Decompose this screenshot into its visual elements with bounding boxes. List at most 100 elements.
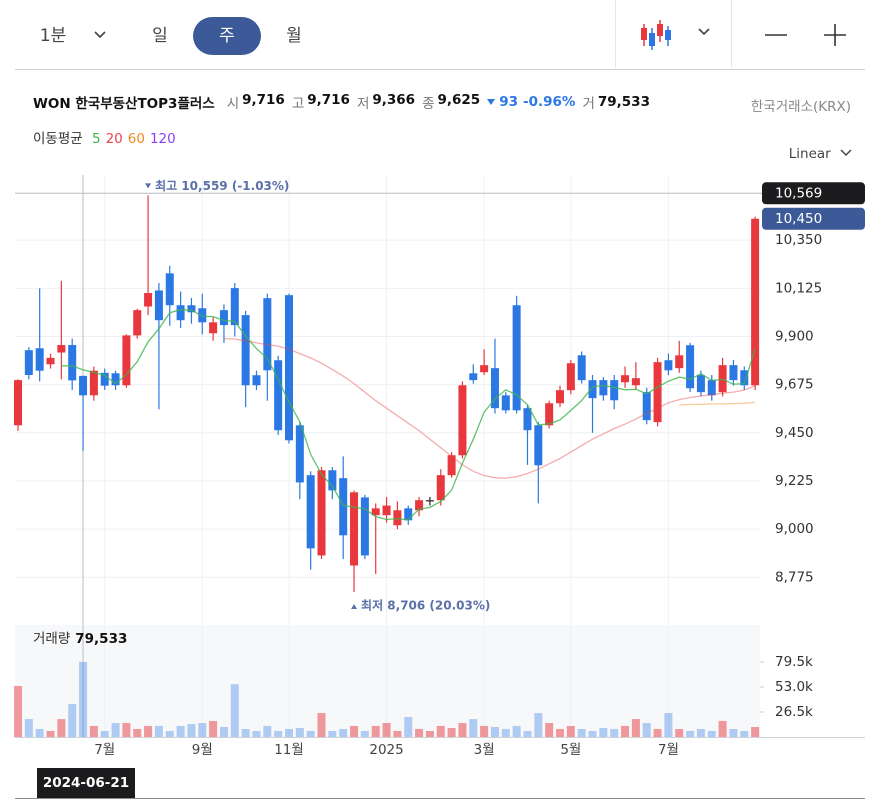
- moving-average-label: 이동평균: [33, 131, 83, 147]
- candle-body: [209, 322, 218, 334]
- quote-value: 9,366: [372, 92, 416, 108]
- zoom-in[interactable]: [824, 24, 846, 46]
- volume-bar: [686, 730, 695, 737]
- candle-body: [187, 305, 196, 313]
- candle-body: [588, 380, 597, 399]
- candle-body: [263, 298, 272, 371]
- volume: 79,533: [597, 94, 650, 110]
- volume-bar: [566, 725, 575, 737]
- legend-entry: 60: [127, 131, 145, 147]
- volume-label: 거: [582, 96, 595, 112]
- interval-button[interactable]: 1분: [39, 26, 67, 46]
- quote-label: 저: [356, 96, 370, 112]
- scale-mode[interactable]: Linear: [789, 146, 853, 162]
- volume-bar: [328, 730, 337, 737]
- x-tick-label: 5월: [560, 742, 581, 758]
- interval-button[interactable]: 월: [286, 26, 302, 46]
- candle-body: [241, 315, 250, 386]
- scale-mode-label: Linear: [788, 146, 831, 162]
- volume-bar: [696, 728, 705, 737]
- candle-body: [556, 390, 564, 404]
- interval-button[interactable]: 일: [152, 26, 168, 46]
- candle-body: [24, 350, 33, 375]
- y-tick-label: 8,775: [775, 569, 814, 585]
- candle-body: [621, 375, 630, 383]
- volume-bar: [415, 728, 424, 737]
- low-annotation: 최저 8,706 (20.03%): [361, 598, 490, 613]
- chart-type-dropdown[interactable]: [698, 28, 710, 36]
- candle-body: [350, 492, 359, 566]
- candle-body: [57, 345, 66, 353]
- interval-button[interactable]: 주: [193, 17, 261, 55]
- x-tick-label: 3월: [474, 742, 495, 758]
- volume-bar: [46, 730, 55, 737]
- quote-header: WON 한국부동산TOP3플러스 시 9,716 고 9,716 저 9,366 종 9,62…: [33, 92, 657, 112]
- candle-body: [100, 372, 109, 386]
- y-tick-label: 9,000: [775, 521, 814, 537]
- x-tick-label: 2025: [369, 742, 403, 758]
- volume-bar: [360, 730, 369, 737]
- volume-bar: [306, 730, 315, 737]
- volume-tick-label: 26.5k: [775, 704, 813, 720]
- volume-bar: [404, 716, 413, 737]
- candle-body: [610, 380, 619, 401]
- volume-bar: [664, 713, 673, 737]
- candle-body: [631, 378, 640, 386]
- volume-panel: [15, 625, 760, 737]
- volume-bar: [729, 728, 738, 737]
- volume-bar: [122, 723, 131, 737]
- volume-bar: [490, 726, 499, 737]
- candle-body: [144, 293, 153, 307]
- candle-body: [675, 355, 684, 369]
- exchange: 한국거래소(KRX): [750, 99, 851, 115]
- volume-title: 거래량 79,533: [33, 631, 127, 647]
- candle-body: [512, 305, 521, 411]
- chart-type-icon[interactable]: [641, 20, 671, 50]
- volume-bar: [653, 728, 662, 737]
- quote-value: 9,716: [242, 92, 285, 108]
- y-tick-label: 9,675: [775, 377, 814, 393]
- candle-body: [480, 365, 489, 373]
- candle-body: [545, 403, 554, 426]
- candle-body: [252, 375, 261, 386]
- candle-body: [382, 505, 391, 516]
- y-tick-label: 9,450: [775, 425, 814, 441]
- x-tick-label: 7월: [658, 742, 679, 758]
- candle-body: [219, 310, 228, 326]
- candle-body: [415, 500, 424, 511]
- candle-body: [523, 408, 532, 431]
- volume-bar: [165, 730, 174, 737]
- volume-bar: [350, 725, 359, 737]
- last-price-box: [762, 207, 865, 230]
- volume-bar: [501, 728, 510, 737]
- volume-bar: [523, 730, 532, 737]
- moving-average-line: [61, 309, 756, 521]
- instrument-name: WON 한국부동산TOP3플러스: [33, 96, 215, 112]
- volume-bar: [133, 728, 142, 737]
- interval-dropdown[interactable]: [94, 31, 106, 39]
- candle-body: [176, 305, 185, 321]
- candle-body: [501, 395, 510, 411]
- candle-body: [642, 392, 651, 421]
- moving-average-line: [679, 401, 756, 406]
- volume-bar: [371, 725, 380, 737]
- volume-bar: [393, 730, 402, 737]
- volume-bar: [610, 728, 619, 737]
- volume-bar: [480, 725, 489, 737]
- volume-bar: [707, 730, 716, 737]
- low-marker: [351, 604, 358, 610]
- cursor-price-box: [762, 182, 865, 205]
- candle-body: [566, 363, 575, 391]
- quote-value: 9,625: [437, 92, 481, 108]
- high-marker: [145, 183, 152, 189]
- volume-bar: [79, 661, 88, 737]
- volume-bar: [144, 725, 153, 737]
- volume-bar: [198, 723, 207, 737]
- volume-bar: [209, 720, 218, 737]
- y-tick-label: 9,900: [775, 328, 814, 344]
- volume-bar: [588, 730, 597, 737]
- moving-average-legend: 이동평균 5 20 60 120: [33, 127, 181, 147]
- quote-label: 시: [226, 96, 240, 112]
- volume-bar: [631, 719, 640, 737]
